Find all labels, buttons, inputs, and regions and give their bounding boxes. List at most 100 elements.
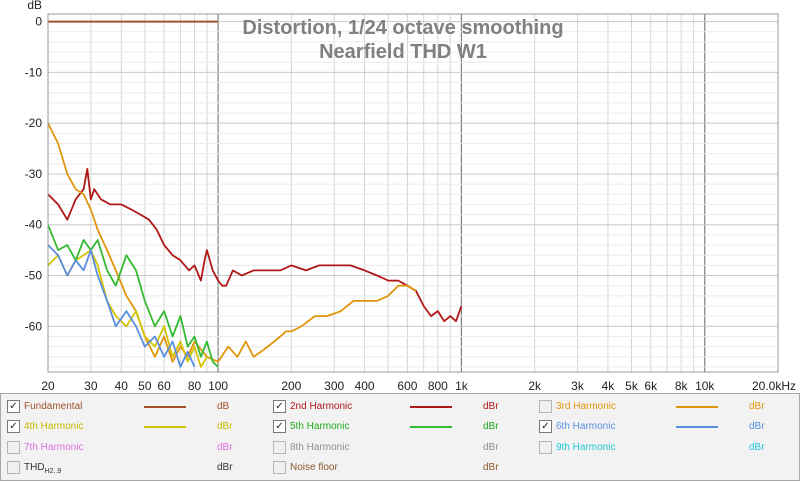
legend-label-text: 7th Harmonic	[24, 442, 84, 453]
legend-checkbox[interactable]: ✓	[273, 420, 286, 433]
legend-label: Noise floor	[290, 458, 338, 478]
plot-border	[47, 13, 779, 373]
legend-item[interactable]: ✓ 4th Harmonic dBr	[1, 417, 267, 437]
x-tick-label: 800	[428, 379, 448, 392]
chart-svg: Distortion, 1/24 octave smoothingNearfie…	[25, 0, 796, 392]
series-line	[48, 244, 196, 368]
series-line	[48, 224, 219, 368]
legend-label-text: 5th Harmonic	[290, 421, 350, 432]
legend-unit: dBr	[483, 421, 499, 432]
legend-label-text: Fundamental	[24, 401, 83, 412]
legend-item[interactable]: ✓ 5th Harmonic dBr	[267, 417, 533, 437]
legend-item[interactable]: 7th Harmonic dBr	[1, 438, 267, 458]
x-tick-label: 10k	[695, 379, 715, 392]
legend-item[interactable]: 9th Harmonic dBr	[533, 438, 799, 458]
x-tick-label: 20	[41, 379, 55, 392]
legend-unit: dBr	[217, 421, 233, 432]
legend-label: 6th Harmonic	[556, 417, 615, 437]
legend-item[interactable]: Noise floor dBr	[267, 458, 533, 478]
x-tick-label: 3k	[571, 379, 585, 392]
x-tick-label: 400	[355, 379, 375, 392]
legend-label-text: Noise floor	[290, 462, 338, 473]
legend-label-text: THD	[24, 462, 45, 473]
legend-checkbox[interactable]: ✓	[7, 400, 20, 413]
plot-area	[48, 14, 778, 372]
legend-checkbox[interactable]	[539, 441, 552, 454]
x-tick-label: 2k	[528, 379, 542, 392]
legend-line-swatch	[410, 426, 452, 428]
legend-checkbox[interactable]	[273, 441, 286, 454]
legend-checkbox[interactable]: ✓	[273, 400, 286, 413]
legend-unit: dBr	[483, 462, 499, 473]
legend-label-text: 2nd Harmonic	[290, 401, 353, 412]
legend-label: 3rd Harmonic	[556, 397, 616, 417]
legend-line-swatch	[676, 426, 718, 428]
y-tick-label: 0	[35, 15, 42, 29]
x-tick-label: 200	[281, 379, 301, 392]
legend-unit: dBr	[483, 401, 499, 412]
legend-label-text: 3rd Harmonic	[556, 401, 617, 412]
x-tick-label: 300	[324, 379, 344, 392]
legend-label-text: 6th Harmonic	[556, 421, 616, 432]
legend-line-swatch	[410, 406, 452, 408]
legend-item[interactable]: ✓ 2nd Harmonic dBr	[267, 397, 533, 417]
legend-checkbox[interactable]	[273, 461, 286, 474]
legend-line-swatch	[144, 406, 186, 408]
x-tick-label: 30	[84, 379, 98, 392]
legend-label: 5th Harmonic	[290, 417, 349, 437]
legend-checkbox[interactable]	[7, 461, 20, 474]
legend-label: 9th Harmonic	[556, 438, 615, 458]
y-tick-label: -30	[25, 167, 43, 181]
legend-checkbox[interactable]: ✓	[539, 420, 552, 433]
legend-unit: dBr	[217, 462, 233, 473]
legend-label-text: 8th Harmonic	[290, 442, 350, 453]
legend-item[interactable]: 3rd Harmonic dBr	[533, 397, 799, 417]
y-tick-label: -60	[25, 319, 43, 333]
legend-label: THDH2..9	[24, 458, 61, 482]
legend-unit: dB	[217, 401, 230, 412]
legend-checkbox[interactable]	[7, 441, 20, 454]
legend-label-text: 4th Harmonic	[24, 421, 84, 432]
y-tick-label: -20	[25, 116, 43, 130]
legend-label: 8th Harmonic	[290, 438, 349, 458]
x-tick-label: 40	[115, 379, 129, 392]
legend-label: Fundamental	[24, 397, 82, 417]
legend-label: 4th Harmonic	[24, 417, 83, 437]
legend-label-text: 9th Harmonic	[556, 442, 616, 453]
x-tick-label: 80	[188, 379, 202, 392]
x-tick-label: 6k	[644, 379, 658, 392]
x-tick-label: 100	[208, 379, 228, 392]
legend-unit: dBr	[749, 401, 765, 412]
x-tick-label: 8k	[675, 379, 689, 392]
y-tick-label: -40	[25, 218, 43, 232]
legend-label: 7th Harmonic	[24, 438, 83, 458]
legend-item[interactable]: THDH2..9 dBr	[1, 458, 267, 478]
legend-checkbox[interactable]	[539, 400, 552, 413]
legend-item[interactable]: ✓ Fundamental dB	[1, 397, 267, 417]
legend-line-swatch	[676, 406, 718, 408]
legend-unit: dBr	[749, 421, 765, 432]
legend-item[interactable]: 8th Harmonic dBr	[267, 438, 533, 458]
y-axis-label: dB	[27, 0, 42, 12]
x-tick-label: 4k	[602, 379, 616, 392]
chart-title: Distortion, 1/24 octave smoothing	[242, 17, 563, 39]
legend-line-swatch	[144, 426, 186, 428]
x-tick-label: 1k	[455, 379, 469, 392]
y-tick-label: -10	[25, 65, 43, 79]
y-tick-label: -50	[25, 269, 43, 283]
x-tick-label: 20.0kHz	[752, 379, 796, 392]
x-tick-label: 5k	[625, 379, 639, 392]
distortion-chart: Distortion, 1/24 octave smoothing Nearfie…	[25, 0, 796, 392]
legend-label: 2nd Harmonic	[290, 397, 352, 417]
chart-subtitle: Nearfield THD W1	[319, 41, 487, 63]
legend-item[interactable]: ✓ 6th Harmonic dBr	[533, 417, 799, 437]
legend-label-subscript: H2..9	[44, 468, 62, 475]
x-tick-label: 60	[157, 379, 171, 392]
legend-unit: dBr	[483, 442, 499, 453]
legend-unit: dBr	[217, 442, 233, 453]
series-line	[48, 122, 417, 363]
x-tick-label: 600	[397, 379, 417, 392]
x-tick-label: 50	[138, 379, 152, 392]
legend-panel: ✓ Fundamental dB ✓ 2nd Harmonic dBr 3rd Harmon…	[0, 393, 800, 481]
legend-checkbox[interactable]: ✓	[7, 420, 20, 433]
